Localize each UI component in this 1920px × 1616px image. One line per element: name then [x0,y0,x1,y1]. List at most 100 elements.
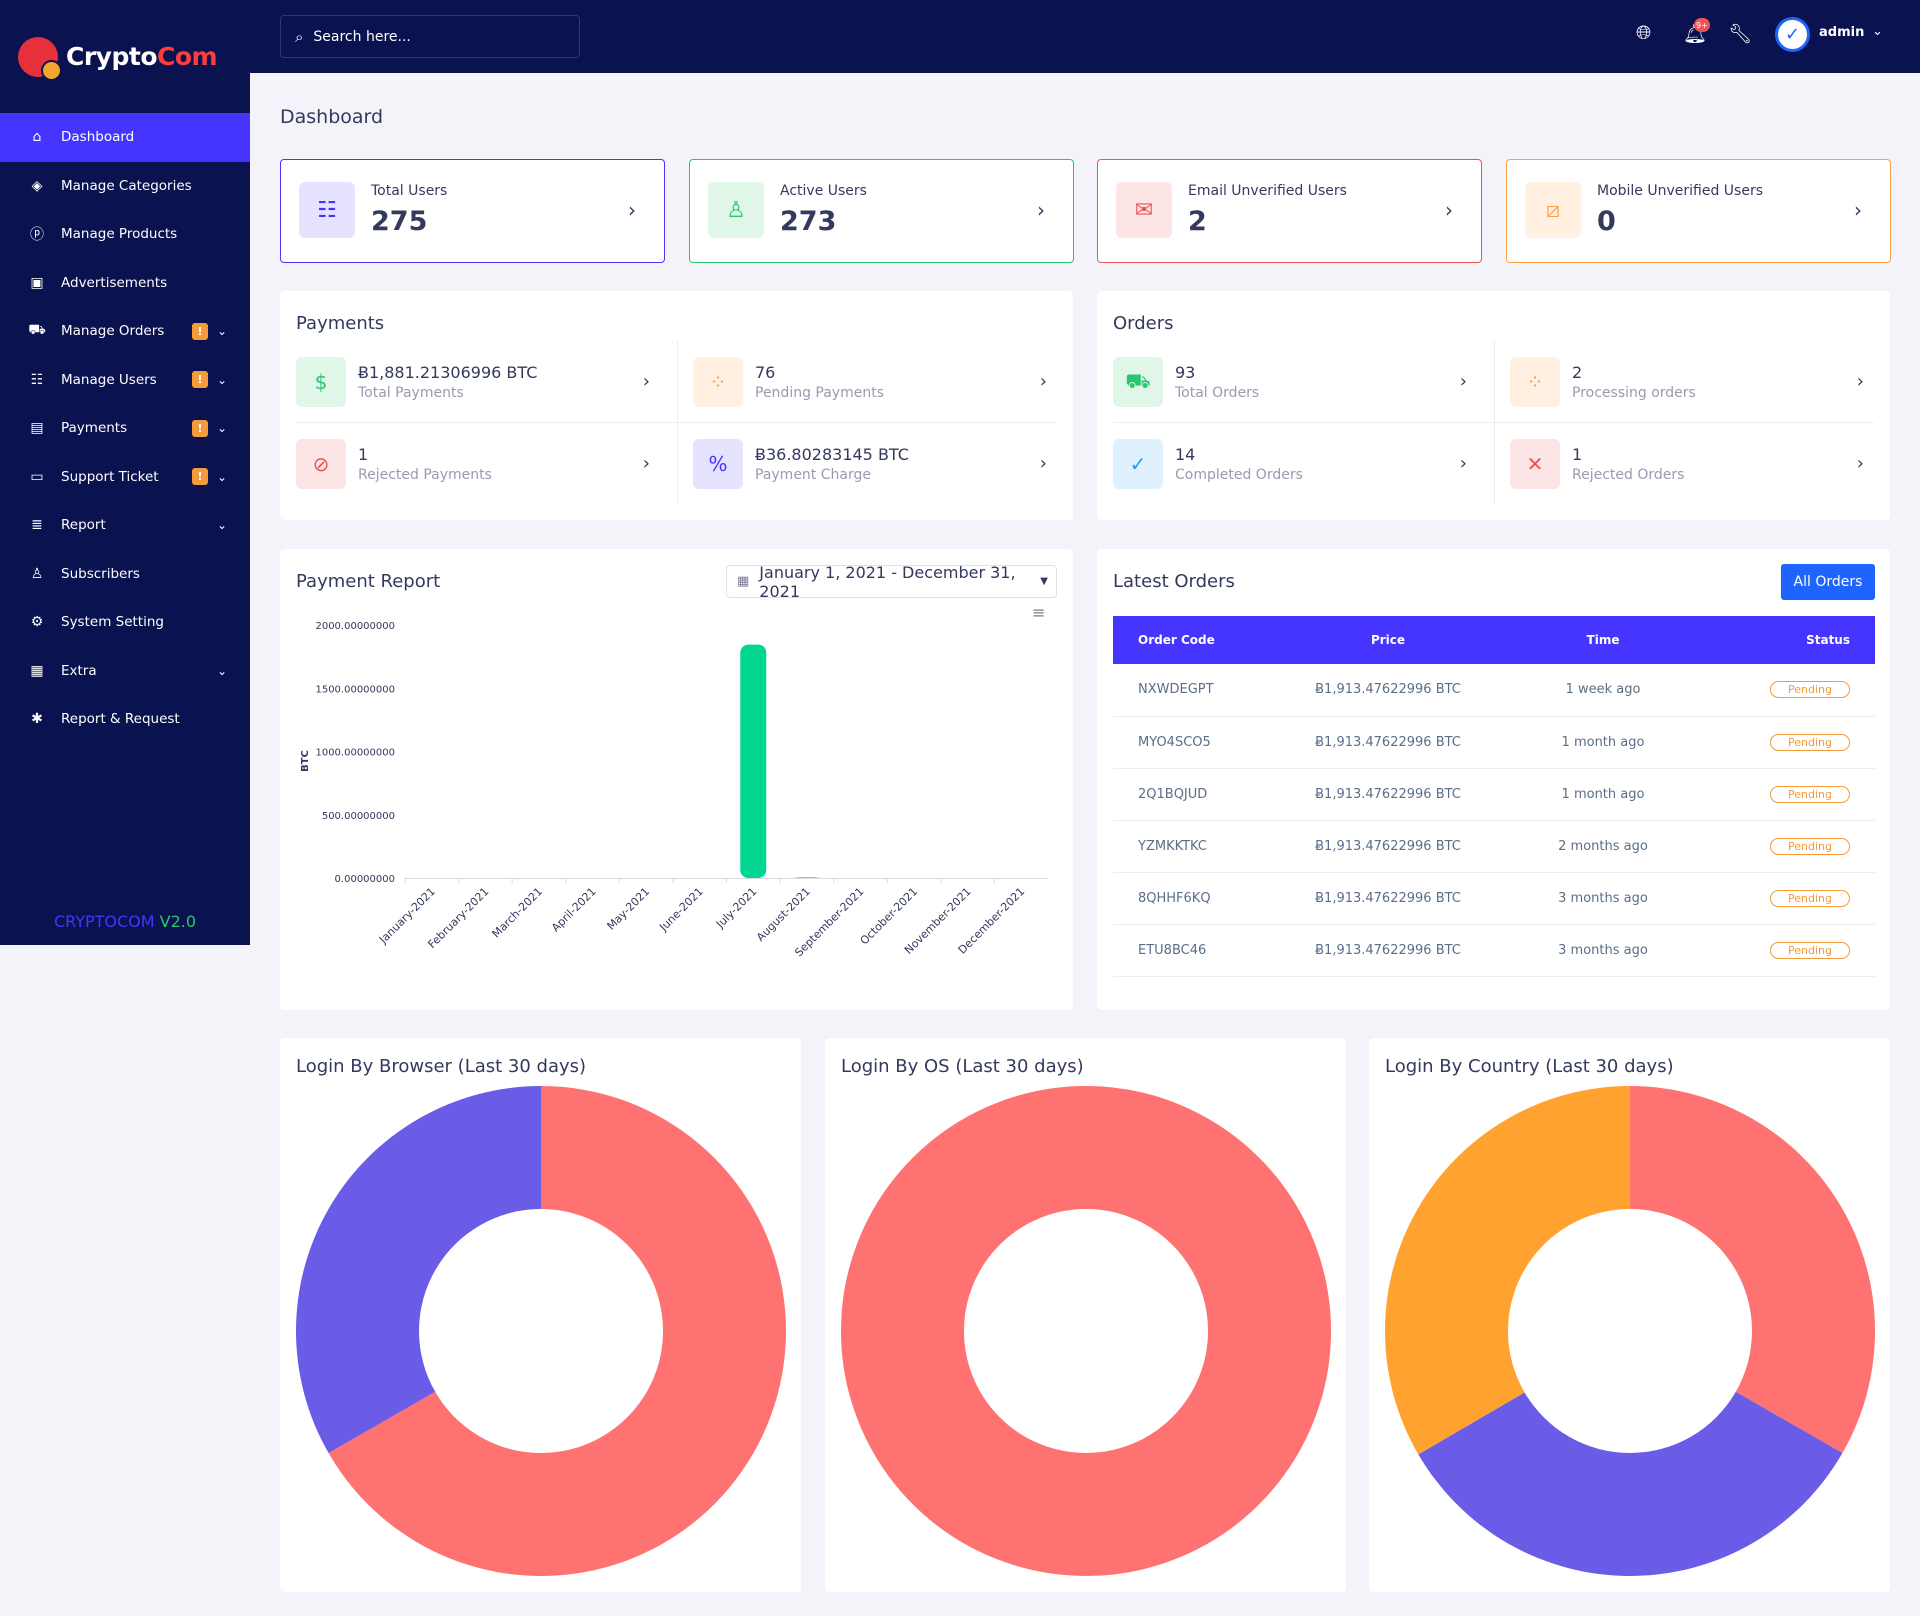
chevron-right-icon[interactable]: › [1039,453,1047,474]
table-row[interactable]: 8QHHF6KQ Ƀ1,913.47622996 BTC 3 months ago P… [1113,872,1875,925]
sidebar-item-manage-products[interactable]: ⓟ Manage Products [0,210,250,259]
widget-label: Total Users [371,183,448,199]
x-tick-label: October-2021 [858,885,920,947]
stat-total-payments[interactable]: $ Ƀ1,881.21306996 BTC Total Payments › [296,341,666,423]
chevron-right-icon[interactable]: › [1459,453,1467,474]
chevron-right-icon[interactable]: › [642,453,650,474]
sidebar-item-label: Manage Categories [61,177,192,194]
login-by-country-chart [1385,1086,1875,1576]
product-icon: ⓟ [30,227,44,244]
widget-label: Active Users [780,183,867,199]
widget-label: Mobile Unverified Users [1597,183,1764,199]
users-group-icon: ☷ [299,182,355,238]
sidebar-item-report-request[interactable]: ✱ Report & Request [0,695,250,744]
orders-card: Orders ⛟ 93 Total Orders › ⁘ 2 Processing orde… [1097,291,1890,520]
order-code-cell: ETU8BC46 [1113,924,1288,977]
chevron-right-icon[interactable]: › [1854,198,1862,222]
chevron-down-icon: ⌄ [217,469,228,484]
stat-rejected-payments[interactable]: ⊘ 1 Rejected Payments › [296,423,666,505]
widget-value: 2 [1188,206,1207,237]
sidebar-item-manage-orders[interactable]: ⛟ Manage Orders! ⌄ [0,307,250,356]
chevron-down-icon: ⌄ [217,372,228,387]
chevron-right-icon[interactable]: › [642,371,650,392]
login-by-os-chart [841,1086,1331,1576]
stat-label: Pending Payments [755,385,885,401]
stat-pending-payments[interactable]: ⁘ 76 Pending Payments › [693,341,1063,423]
chevron-right-icon[interactable]: › [628,198,636,222]
globe-icon[interactable]: 🌐︎ [1636,22,1652,44]
version-label: CRYPTOCOM V2.0 [53,912,197,931]
all-orders-button[interactable]: All Orders [1781,564,1875,600]
widget-active-users[interactable]: ♙ Active Users 273 › [689,159,1074,263]
widget-email-unverified-users[interactable]: ✉ Email Unverified Users 2 › [1097,159,1482,263]
sidebar-item-label: Report & Request [61,711,180,728]
latest-orders-table: Order Code Price Time Status NXWDEGPT Ƀ1,913… [1113,616,1875,977]
payment-report-card: Payment Report ≡ 2000.00000000 1500.00000… [280,549,1073,1010]
chevron-down-icon: ⌄ [217,324,228,339]
sidebar-item-label: Support Ticket [61,468,159,485]
pie-slice [1630,1086,1875,1454]
brand-logo[interactable]: CryptoCom [0,0,250,113]
bar [740,644,767,878]
chevron-down-circle-icon[interactable]: ⌄ [1872,24,1883,39]
chevron-right-icon[interactable]: › [1856,371,1864,392]
chart-menu-icon[interactable]: ≡ [1032,603,1046,622]
chevron-right-icon[interactable]: › [1459,371,1467,392]
alert-badge: ! [192,468,208,486]
avatar[interactable]: ✓ [1775,17,1810,52]
search-input[interactable] [313,28,554,45]
column-header: Status [1718,616,1875,664]
alert-badge: ! [192,371,208,389]
bell-icon[interactable]: 🔔︎ 9+ [1683,18,1710,45]
stat-completed-orders[interactable]: ✓ 14 Completed Orders › [1113,423,1483,505]
cart-icon: ⛟ [28,322,46,339]
price-cell: Ƀ1,913.47622996 BTC [1288,664,1488,717]
sidebar-item-advertisements[interactable]: ▣ Advertisements [0,259,250,308]
pie-slice [841,1086,1331,1576]
stat-total-orders[interactable]: ⛟ 93 Total Orders › [1113,341,1483,423]
sidebar-item-report[interactable]: ≣ Report ⌄ [0,501,250,550]
widget-total-users[interactable]: ☷ Total Users 275 › [280,159,665,263]
orders-title: Orders [1113,313,1174,334]
times-circle-icon: ✕ [1510,439,1560,489]
widget-mobile-unverified-users[interactable]: ⧄ Mobile Unverified Users 0 › [1506,159,1891,263]
sidebar-item-subscribers[interactable]: ♙ Subscribers [0,550,250,599]
order-code-cell: 8QHHF6KQ [1113,872,1288,925]
time-cell: 3 months ago [1488,872,1718,925]
stat-payment-charge[interactable]: % Ƀ36.80283145 BTC Payment Charge › [693,423,1063,505]
chevron-right-icon[interactable]: › [1445,198,1453,222]
sidebar-item-extra[interactable]: ▦ Extra ⌄ [0,647,250,696]
chevron-right-icon[interactable]: › [1037,198,1045,222]
table-row[interactable]: 2Q1BQJUD Ƀ1,913.47622996 BTC 1 month ago Pe… [1113,768,1875,821]
sidebar-item-support-ticket[interactable]: ▭ Support Ticket! ⌄ [0,453,250,502]
wrench-icon[interactable]: 🔧︎ [1728,23,1753,45]
status-badge: Pending [1770,681,1850,699]
chevron-right-icon[interactable]: › [1856,453,1864,474]
sidebar-item-manage-users[interactable]: ☷ Manage Users! ⌄ [0,356,250,405]
stat-rejected-orders[interactable]: ✕ 1 Rejected Orders › [1510,423,1880,505]
sidebar-item-system-setting[interactable]: ⚙ System Setting [0,598,250,647]
caret-down-icon: ▼ [1040,576,1048,587]
admin-name[interactable]: admin [1819,25,1865,40]
table-row[interactable]: ETU8BC46 Ƀ1,913.47622996 BTC 3 months ago P… [1113,924,1875,977]
x-tick-label: November-2021 [902,885,974,957]
sidebar-item-payments[interactable]: ▤ Payments! ⌄ [0,404,250,453]
date-range-picker[interactable]: ▦ January 1, 2021 - December 31, 2021 ▼ [726,563,1057,601]
login-by-country-card: Login By Country (Last 30 days) [1369,1038,1890,1592]
table-row[interactable]: YZMKKTKC Ƀ1,913.47622996 BTC 2 months ago P… [1113,820,1875,873]
stat-processing-orders[interactable]: ⁘ 2 Processing orders › [1510,341,1880,423]
stat-label: Payment Charge [755,467,871,483]
column-header: Time [1488,616,1718,664]
table-row[interactable]: NXWDEGPT Ƀ1,913.47622996 BTC 1 week ago Pen… [1113,664,1875,717]
order-code-cell: 2Q1BQJUD [1113,768,1288,821]
stat-value: Ƀ1,881.21306996 BTC [358,363,538,382]
percent-icon: % [693,439,743,489]
table-row[interactable]: MYO4SCO5 Ƀ1,913.47622996 BTC 1 month ago Pe… [1113,716,1875,769]
stat-label: Processing orders [1572,385,1696,401]
sidebar-item-manage-categories[interactable]: ◈ Manage Categories [0,162,250,211]
stat-value: 76 [755,363,776,382]
sidebar-item-label: System Setting [61,614,164,631]
chevron-right-icon[interactable]: › [1039,371,1047,392]
stat-value: 1 [1572,445,1583,464]
sidebar-item-dashboard[interactable]: ⌂ Dashboard [0,113,250,162]
